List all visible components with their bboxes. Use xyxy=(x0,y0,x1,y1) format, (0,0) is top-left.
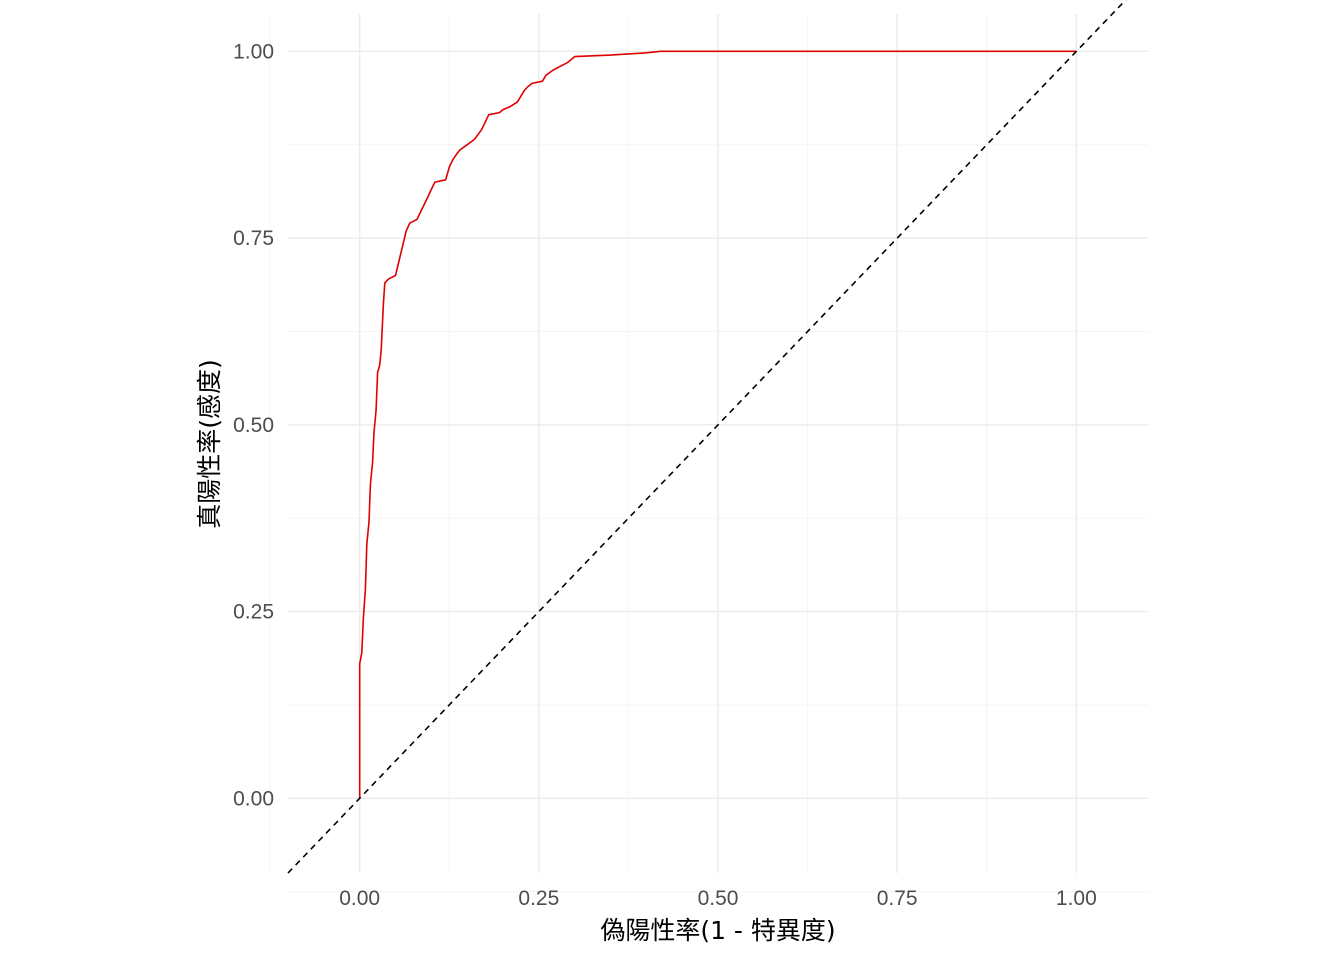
x-axis-title: 偽陽性率(1 - 特異度) xyxy=(600,916,835,945)
x-tick-label: 0.50 xyxy=(698,887,739,910)
y-tick-label: 0.00 xyxy=(233,787,274,810)
series-layer xyxy=(287,0,1127,874)
x-axis-ticks: 0.00 0.25 0.50 0.75 1.00 xyxy=(339,887,1097,910)
grid-major xyxy=(288,14,1148,873)
x-tick-label: 0.75 xyxy=(877,887,918,910)
x-tick-label: 0.25 xyxy=(518,887,559,910)
y-tick-label: 0.75 xyxy=(233,227,274,250)
y-tick-label: 1.00 xyxy=(233,40,274,63)
roc-curve-line xyxy=(358,50,1077,799)
reference-diagonal-line xyxy=(287,0,1127,874)
y-axis-ticks: 0.00 0.25 0.50 0.75 1.00 xyxy=(233,40,274,810)
y-axis-title: 真陽性率(感度) xyxy=(195,359,224,529)
x-tick-label: 1.00 xyxy=(1056,887,1097,910)
y-tick-label: 0.50 xyxy=(233,414,274,437)
y-tick-label: 0.25 xyxy=(233,601,274,624)
grid-minor xyxy=(269,14,1148,893)
x-tick-label: 0.00 xyxy=(339,887,380,910)
